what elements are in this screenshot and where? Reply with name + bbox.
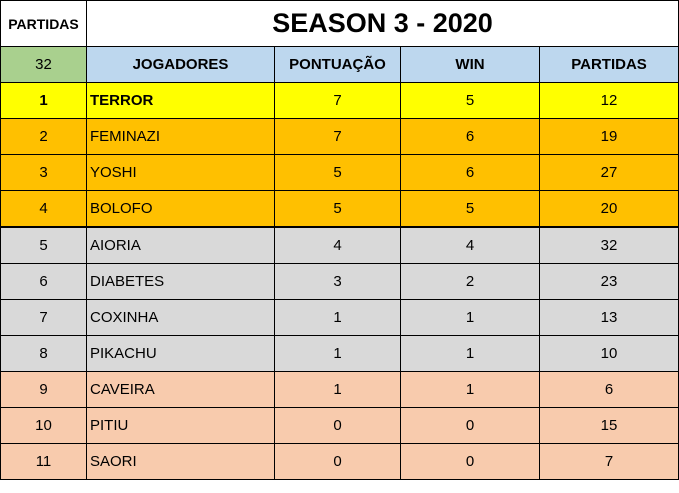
partidas-cell[interactable]: 6 bbox=[538, 371, 679, 408]
header-pontuacao[interactable]: PONTUAÇÃO bbox=[274, 46, 401, 83]
player-cell[interactable]: TERROR bbox=[86, 82, 275, 119]
table-row: 4 BOLOFO 5 5 20 bbox=[0, 190, 679, 228]
table-row: 2 FEMINAZI 7 6 19 bbox=[0, 118, 679, 155]
win-cell[interactable]: 6 bbox=[400, 118, 540, 155]
rank-cell[interactable]: 9 bbox=[0, 371, 87, 408]
win-cell[interactable]: 2 bbox=[400, 263, 540, 300]
season-title[interactable]: SEASON 3 - 2020 bbox=[85, 0, 679, 47]
player-cell[interactable]: PITIU bbox=[86, 407, 275, 444]
pontuacao-cell[interactable]: 0 bbox=[274, 407, 401, 444]
partidas-cell[interactable]: 19 bbox=[538, 118, 679, 155]
pontuacao-cell[interactable]: 1 bbox=[274, 335, 401, 372]
rank-cell[interactable]: 4 bbox=[0, 190, 87, 228]
player-cell[interactable]: DIABETES bbox=[86, 263, 275, 300]
partidas-corner-label[interactable]: PARTIDAS bbox=[0, 0, 87, 47]
player-cell[interactable]: CAVEIRA bbox=[86, 371, 275, 408]
ranking-table: PARTIDAS SEASON 3 - 2020 32 JOGADORES PO… bbox=[0, 0, 679, 480]
table-row: 1 TERROR 7 5 12 bbox=[0, 82, 679, 119]
player-cell[interactable]: AIORIA bbox=[86, 226, 275, 264]
partidas-cell[interactable]: 10 bbox=[538, 335, 679, 372]
partidas-cell[interactable]: 13 bbox=[538, 299, 679, 336]
partidas-cell[interactable]: 7 bbox=[538, 443, 679, 480]
win-cell[interactable]: 5 bbox=[400, 82, 540, 119]
player-cell[interactable]: BOLOFO bbox=[86, 190, 275, 228]
title-row: PARTIDAS SEASON 3 - 2020 bbox=[0, 0, 679, 47]
win-cell[interactable]: 1 bbox=[400, 335, 540, 372]
table-row: 3 YOSHI 5 6 27 bbox=[0, 154, 679, 191]
player-cell[interactable]: COXINHA bbox=[86, 299, 275, 336]
pontuacao-cell[interactable]: 1 bbox=[274, 371, 401, 408]
player-cell[interactable]: FEMINAZI bbox=[86, 118, 275, 155]
table-row: 7 COXINHA 1 1 13 bbox=[0, 299, 679, 336]
partidas-cell[interactable]: 32 bbox=[538, 226, 679, 264]
table-row: 8 PIKACHU 1 1 10 bbox=[0, 335, 679, 372]
header-partidas[interactable]: PARTIDAS bbox=[538, 46, 679, 83]
header-row: 32 JOGADORES PONTUAÇÃO WIN PARTIDAS bbox=[0, 46, 679, 83]
pontuacao-cell[interactable]: 1 bbox=[274, 299, 401, 336]
win-cell[interactable]: 1 bbox=[400, 371, 540, 408]
win-cell[interactable]: 0 bbox=[400, 407, 540, 444]
partidas-cell[interactable]: 15 bbox=[538, 407, 679, 444]
rank-cell[interactable]: 6 bbox=[0, 263, 87, 300]
partidas-cell[interactable]: 23 bbox=[538, 263, 679, 300]
rank-cell[interactable]: 8 bbox=[0, 335, 87, 372]
pontuacao-cell[interactable]: 3 bbox=[274, 263, 401, 300]
total-partidas-cell[interactable]: 32 bbox=[0, 46, 87, 83]
pontuacao-cell[interactable]: 5 bbox=[274, 190, 401, 228]
win-cell[interactable]: 4 bbox=[400, 226, 540, 264]
player-cell[interactable]: SAORI bbox=[86, 443, 275, 480]
pontuacao-cell[interactable]: 7 bbox=[274, 118, 401, 155]
win-cell[interactable]: 0 bbox=[400, 443, 540, 480]
win-cell[interactable]: 1 bbox=[400, 299, 540, 336]
rank-cell[interactable]: 5 bbox=[0, 226, 87, 264]
rank-cell[interactable]: 2 bbox=[0, 118, 87, 155]
rank-cell[interactable]: 11 bbox=[0, 443, 87, 480]
rank-cell[interactable]: 10 bbox=[0, 407, 87, 444]
partidas-cell[interactable]: 20 bbox=[538, 190, 679, 228]
partidas-cell[interactable]: 27 bbox=[538, 154, 679, 191]
header-jogadores[interactable]: JOGADORES bbox=[86, 46, 275, 83]
player-cell[interactable]: YOSHI bbox=[86, 154, 275, 191]
pontuacao-cell[interactable]: 4 bbox=[274, 226, 401, 264]
partidas-cell[interactable]: 12 bbox=[538, 82, 679, 119]
rank-cell[interactable]: 3 bbox=[0, 154, 87, 191]
table-row: 11 SAORI 0 0 7 bbox=[0, 443, 679, 480]
rank-cell[interactable]: 7 bbox=[0, 299, 87, 336]
win-cell[interactable]: 6 bbox=[400, 154, 540, 191]
table-row: 9 CAVEIRA 1 1 6 bbox=[0, 371, 679, 408]
pontuacao-cell[interactable]: 7 bbox=[274, 82, 401, 119]
player-cell[interactable]: PIKACHU bbox=[86, 335, 275, 372]
table-row: 6 DIABETES 3 2 23 bbox=[0, 263, 679, 300]
table-row: 5 AIORIA 4 4 32 bbox=[0, 226, 679, 264]
rank-cell[interactable]: 1 bbox=[0, 82, 87, 119]
win-cell[interactable]: 5 bbox=[400, 190, 540, 228]
pontuacao-cell[interactable]: 5 bbox=[274, 154, 401, 191]
header-win[interactable]: WIN bbox=[400, 46, 540, 83]
pontuacao-cell[interactable]: 0 bbox=[274, 443, 401, 480]
table-row: 10 PITIU 0 0 15 bbox=[0, 407, 679, 444]
